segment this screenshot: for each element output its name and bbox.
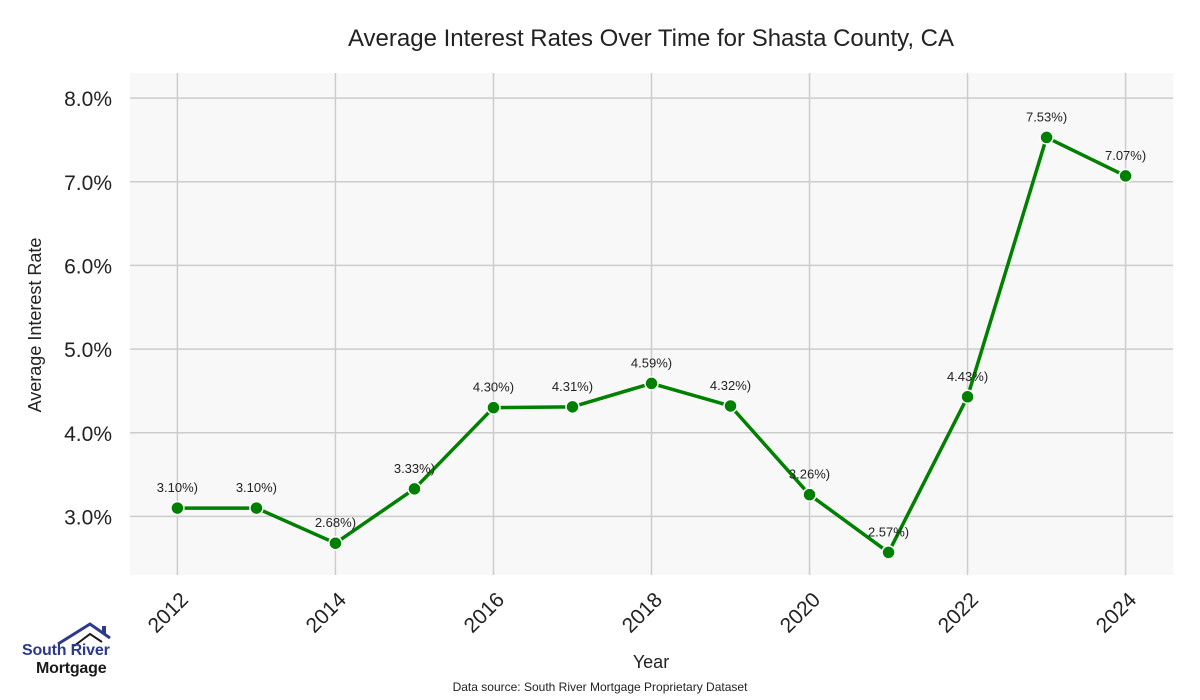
y-tick-label: 8.0% — [64, 88, 112, 111]
data-point — [328, 535, 343, 551]
x-tick-label: 2014 — [302, 588, 352, 638]
chart-title: Average Interest Rates Over Time for Sha… — [348, 25, 954, 52]
data-point — [565, 399, 580, 415]
data-label: 3.10%) — [157, 480, 198, 495]
y-axis-ticks: 3.0% 4.0% 5.0% 6.0% 7.0% 8.0% — [64, 88, 112, 529]
data-label: 2.68%) — [315, 515, 356, 530]
data-point — [802, 487, 817, 502]
data-label: 7.53%) — [1026, 109, 1067, 124]
data-label: 4.30%) — [473, 380, 514, 395]
data-point — [1118, 168, 1133, 184]
data-label: 4.31%) — [552, 379, 593, 394]
y-axis-label: Average Interest Rate — [25, 238, 45, 413]
logo-line-2: Mortgage — [36, 660, 107, 677]
data-label: 3.26%) — [789, 467, 830, 482]
data-point — [881, 545, 896, 560]
data-point — [960, 389, 975, 405]
x-axis-ticks: 2012 2014 2016 2018 2020 2022 2024 — [144, 588, 1142, 638]
data-point — [249, 500, 264, 516]
data-point — [407, 481, 422, 497]
data-label: 4.59%) — [631, 355, 672, 370]
data-source-footer: Data source: South River Mortgage Propri… — [452, 680, 748, 694]
y-tick-label: 6.0% — [64, 255, 112, 278]
y-tick-label: 7.0% — [64, 172, 112, 195]
data-point — [644, 376, 659, 391]
data-label: 4.32%) — [710, 378, 751, 393]
data-point — [1039, 130, 1054, 145]
series-group: 3.10%) 3.10%) 2.68%) 3.33%) 4.30%) 4.31%) 4.59… — [157, 109, 1146, 560]
x-tick-label: 2016 — [460, 588, 509, 637]
house-roof-icon — [57, 622, 111, 647]
y-tick-label: 3.0% — [64, 506, 112, 529]
data-label: 2.57%) — [868, 524, 909, 539]
logo-line-1: South River — [22, 642, 110, 659]
data-point — [170, 500, 185, 516]
data-label: 7.07%) — [1105, 148, 1146, 163]
company-logo: South River Mortgage — [18, 620, 118, 680]
x-tick-label: 2012 — [144, 588, 193, 637]
data-point — [486, 400, 501, 415]
data-label: 3.10%) — [236, 480, 277, 495]
data-point — [723, 398, 738, 414]
x-tick-label: 2020 — [776, 588, 825, 637]
x-tick-label: 2022 — [934, 588, 983, 637]
x-tick-label: 2018 — [618, 588, 667, 637]
x-axis-label: Year — [633, 652, 669, 672]
y-tick-label: 5.0% — [64, 339, 112, 362]
y-tick-label: 4.0% — [64, 423, 112, 446]
data-label: 3.33%) — [394, 461, 435, 476]
data-label: 4.43%) — [947, 369, 988, 384]
x-tick-label: 2024 — [1092, 588, 1142, 638]
